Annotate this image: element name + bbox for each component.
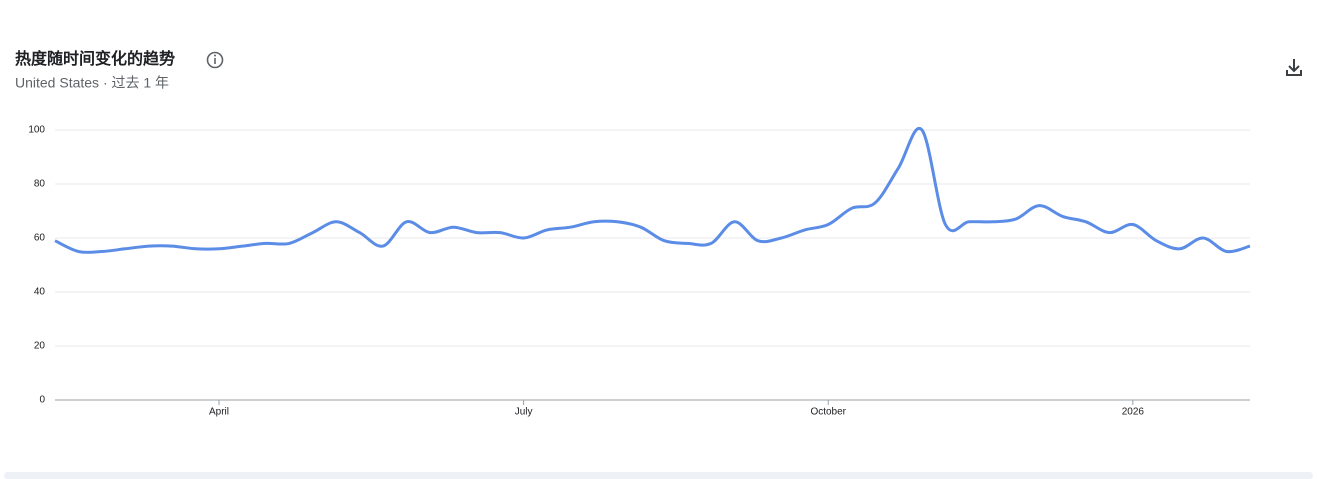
x-tick-label: 2026 — [1122, 407, 1145, 418]
x-tick-label: July — [515, 407, 533, 418]
y-tick-label: 20 — [34, 341, 46, 352]
y-tick-label: 60 — [34, 233, 46, 244]
y-tick-label: 80 — [34, 179, 46, 190]
chart-title: 热度随时间变化的趋势 — [15, 49, 175, 68]
info-icon[interactable] — [206, 51, 224, 69]
x-tick-label: April — [209, 407, 229, 418]
download-button[interactable] — [1286, 59, 1302, 76]
y-tick-label: 100 — [28, 125, 45, 136]
trend-line — [54, 126, 1251, 254]
card-edge — [4, 472, 1313, 479]
x-tick-label: October — [810, 407, 846, 418]
chart-subtitle: United States · 过去 1 年 — [15, 75, 169, 91]
y-tick-label: 40 — [34, 287, 46, 298]
y-tick-label: 0 — [39, 395, 45, 406]
